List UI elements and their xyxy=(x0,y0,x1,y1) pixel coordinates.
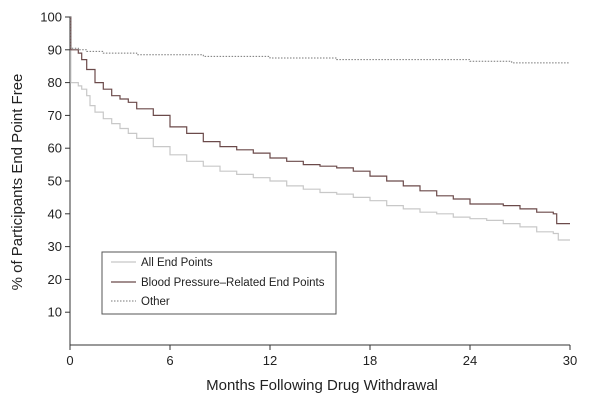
series-lines xyxy=(70,16,570,241)
y-tick-label: 80 xyxy=(48,75,62,90)
y-axis-title: % of Participants End Point Free xyxy=(9,74,26,291)
x-tick-label: 12 xyxy=(263,353,277,368)
x-tick-label: 0 xyxy=(66,353,73,368)
y-tick-label: 40 xyxy=(48,206,62,221)
y-tick-label: 30 xyxy=(48,239,62,254)
series-line-2 xyxy=(70,16,570,64)
y-tick-label: 70 xyxy=(48,108,62,123)
x-tick-label: 24 xyxy=(463,353,477,368)
y-tick-label: 50 xyxy=(48,174,62,189)
y-tick-label: 100 xyxy=(40,10,62,25)
y-tick-label: 20 xyxy=(48,272,62,287)
x-axis-title: Months Following Drug Withdrawal xyxy=(206,377,438,394)
legend-label-2: Other xyxy=(141,296,170,308)
legend-box xyxy=(101,251,337,315)
legend-label-0: All End Points xyxy=(141,257,213,269)
y-tick-label: 10 xyxy=(48,305,62,320)
legend: All End Points Blood Pressure–Related End… xyxy=(101,251,337,315)
x-tick-label: 6 xyxy=(166,353,173,368)
series-line-0 xyxy=(70,16,570,241)
y-tick-label: 60 xyxy=(48,141,62,156)
series-line-1 xyxy=(70,16,570,225)
tick-labels: 10 20 30 40 50 60 70 80 90 100 0 6 12 18 24 30 xyxy=(40,10,577,369)
x-tick-label: 18 xyxy=(363,353,377,368)
y-tick-label: 90 xyxy=(48,42,62,57)
legend-label-1: Blood Pressure–Related End Points xyxy=(141,277,325,289)
x-tick-label: 30 xyxy=(563,353,577,368)
tick-marks xyxy=(65,16,571,350)
